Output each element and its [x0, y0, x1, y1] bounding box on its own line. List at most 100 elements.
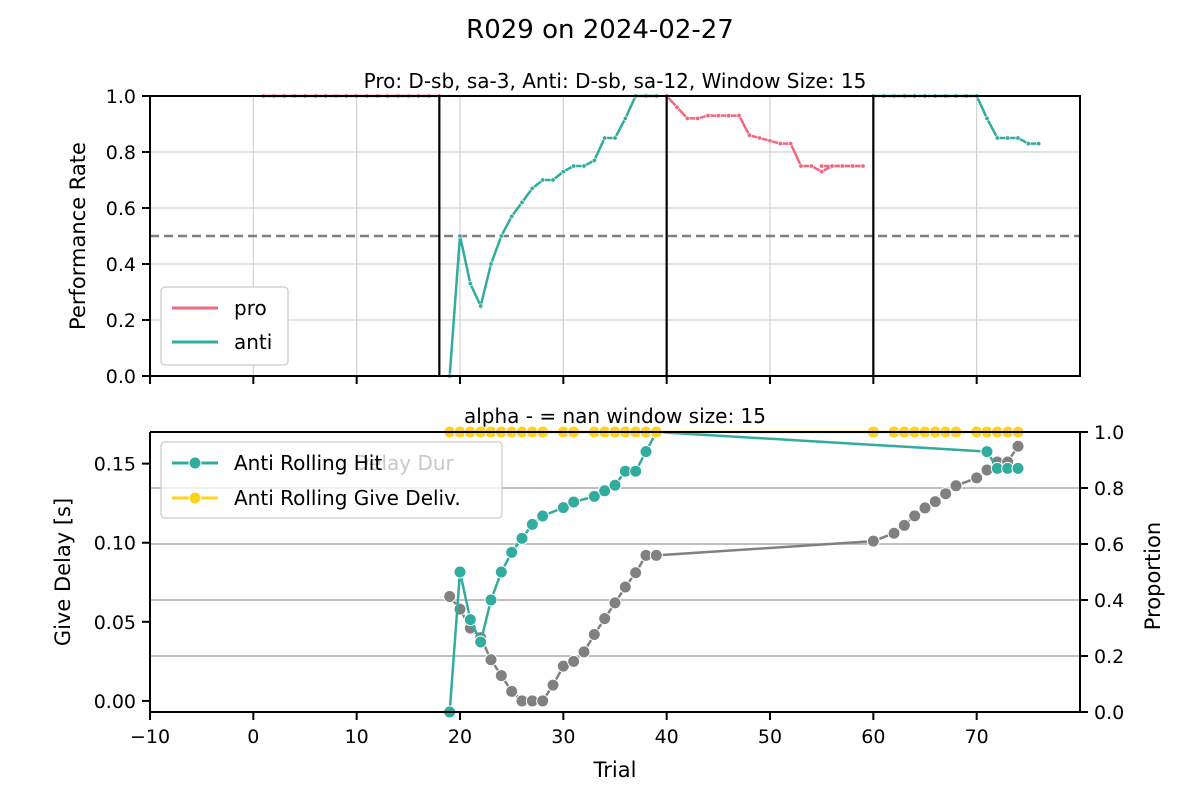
data-point-pro [695, 115, 701, 121]
data-point-anti [488, 261, 494, 267]
x-tick-label: 60 [861, 726, 885, 748]
legend-label-pro: pro [234, 296, 267, 320]
series-line-anti-rolling-delay-dur [448, 445, 1020, 703]
x-tick-label: −10 [130, 726, 170, 748]
x-tick-label: 50 [758, 726, 782, 748]
data-point-anti-rolling-delay-dur [567, 654, 581, 668]
data-point-pro [746, 132, 752, 138]
bottom-legend: Anti Rolling Delay Dur Anti Rolling Hit … [160, 441, 503, 519]
data-point-anti-rolling-hit [1011, 461, 1025, 475]
series-line-anti [873, 94, 1039, 145]
bottom-y-tick-label: 0.10 [94, 533, 136, 555]
x-tick-label: 0 [247, 726, 259, 748]
top-y-tick-label: 0.0 [106, 366, 136, 388]
data-point-anti [540, 177, 546, 183]
data-point-anti-rolling-delay-dur [897, 518, 911, 532]
x-tick-label: 10 [345, 726, 369, 748]
data-point-anti-rolling-delay-dur [494, 669, 508, 683]
data-point-pro [674, 104, 680, 110]
data-point-anti-rolling-delay-dur [618, 580, 632, 594]
block-boundaries [438, 96, 875, 376]
data-point-anti [581, 163, 587, 169]
x-tick-label: 30 [551, 726, 575, 748]
legend-label-give-deliv: Anti Rolling Give Deliv. [234, 486, 461, 510]
data-point-anti [498, 233, 504, 239]
bottom-right-y-tick-label: 0.2 [1094, 646, 1124, 668]
data-point-anti-rolling-hit [598, 484, 612, 498]
bottom-series-layer [443, 425, 1025, 719]
bottom-right-y-tick-label: 1.0 [1094, 422, 1124, 444]
data-point-pro [788, 141, 794, 147]
data-point-anti [550, 177, 556, 183]
data-point-anti-rolling-hit [453, 565, 467, 579]
series-line-pro [665, 95, 863, 174]
data-point-anti-rolling-hit [505, 545, 519, 559]
data-point-anti-rolling-delay-dur [629, 566, 643, 580]
data-point-anti-rolling-hit [536, 509, 550, 523]
data-point-anti [984, 115, 990, 121]
data-point-pro [684, 115, 690, 121]
data-point-anti-rolling-delay-dur [484, 653, 498, 667]
data-point-anti-rolling-delay-dur [649, 548, 663, 562]
bottom-panel: alpha - = nan window size: 15 −10 0 10 20 30… [51, 404, 1165, 782]
legend-marker-hit [188, 456, 202, 470]
bottom-x-ticks: −10 0 10 20 30 40 50 60 70 [130, 712, 989, 748]
data-point-anti-rolling-hit [608, 478, 622, 492]
data-point-anti-rolling-delay-dur [887, 526, 901, 540]
series-line-anti-rolling-hit [448, 430, 1018, 713]
bottom-y-tick-label: 0.05 [94, 612, 136, 634]
top-y-tick-label: 1.0 [106, 86, 136, 108]
data-point-anti-rolling-delay-dur [1011, 439, 1025, 453]
data-point-anti-rolling-delay-dur [908, 509, 922, 523]
data-point-anti [612, 135, 618, 141]
data-point-anti [560, 169, 566, 175]
data-point-anti-rolling-delay-dur [505, 684, 519, 698]
data-point-anti [571, 163, 577, 169]
x-tick-label: 70 [965, 726, 989, 748]
data-point-anti-rolling-delay-dur [577, 645, 591, 659]
data-point-anti-rolling-hit [484, 593, 498, 607]
data-point-pro [860, 163, 866, 169]
bottom-y-tick-label: 0.15 [94, 454, 136, 476]
bottom-legend-box [160, 441, 503, 519]
data-point-pro [839, 163, 845, 169]
data-point-pro [829, 163, 835, 169]
top-legend: pro anti [160, 286, 289, 366]
data-point-anti [519, 199, 525, 205]
top-panel: Pro: D-sb, sa-3, Anti: D-sb, sa-12, Wind… [66, 69, 1081, 388]
x-axis-label: Trial [593, 758, 637, 782]
data-point-anti [994, 135, 1000, 141]
legend-marker-give-deliv [188, 491, 202, 505]
bottom-y-ticks: 0.00 0.05 0.10 0.15 [94, 454, 150, 713]
data-point-anti-rolling-delay-dur [970, 471, 984, 485]
bottom-right-y-tick-label: 0.8 [1094, 478, 1124, 500]
legend-label-hit: Anti Rolling Hit [234, 451, 382, 475]
top-y-axis-label: Performance Rate [66, 142, 90, 330]
data-point-anti [509, 213, 515, 219]
x-tick-label: 20 [448, 726, 472, 748]
top-y-tick-label: 0.2 [106, 310, 136, 332]
data-point-pro [798, 163, 804, 169]
data-point-pro [767, 138, 773, 144]
x-tick-label: 40 [655, 726, 679, 748]
data-point-anti [1005, 135, 1011, 141]
data-point-anti-rolling-delay-dur [587, 627, 601, 641]
data-point-pro [705, 113, 711, 119]
data-point-anti-rolling-delay-dur [939, 487, 953, 501]
data-point-anti [591, 157, 597, 163]
data-point-anti [467, 281, 473, 287]
data-point-anti-rolling-hit [494, 565, 508, 579]
data-point-pro [819, 163, 825, 169]
data-point-anti [529, 185, 535, 191]
data-point-anti-rolling-hit [639, 445, 653, 459]
legend-label-delay-dur: Anti Rolling Delay Dur [234, 451, 455, 475]
bottom-right-y-tick-label: 0.0 [1094, 702, 1124, 724]
data-point-anti-rolling-hit [629, 464, 643, 478]
bottom-right-y-tick-label: 0.4 [1094, 590, 1124, 612]
data-point-pro [726, 113, 732, 119]
legend-label-anti: anti [234, 330, 272, 354]
data-point-anti-rolling-delay-dur [928, 495, 942, 509]
data-point-anti-rolling-delay-dur [918, 501, 932, 515]
data-point-anti [478, 303, 484, 309]
